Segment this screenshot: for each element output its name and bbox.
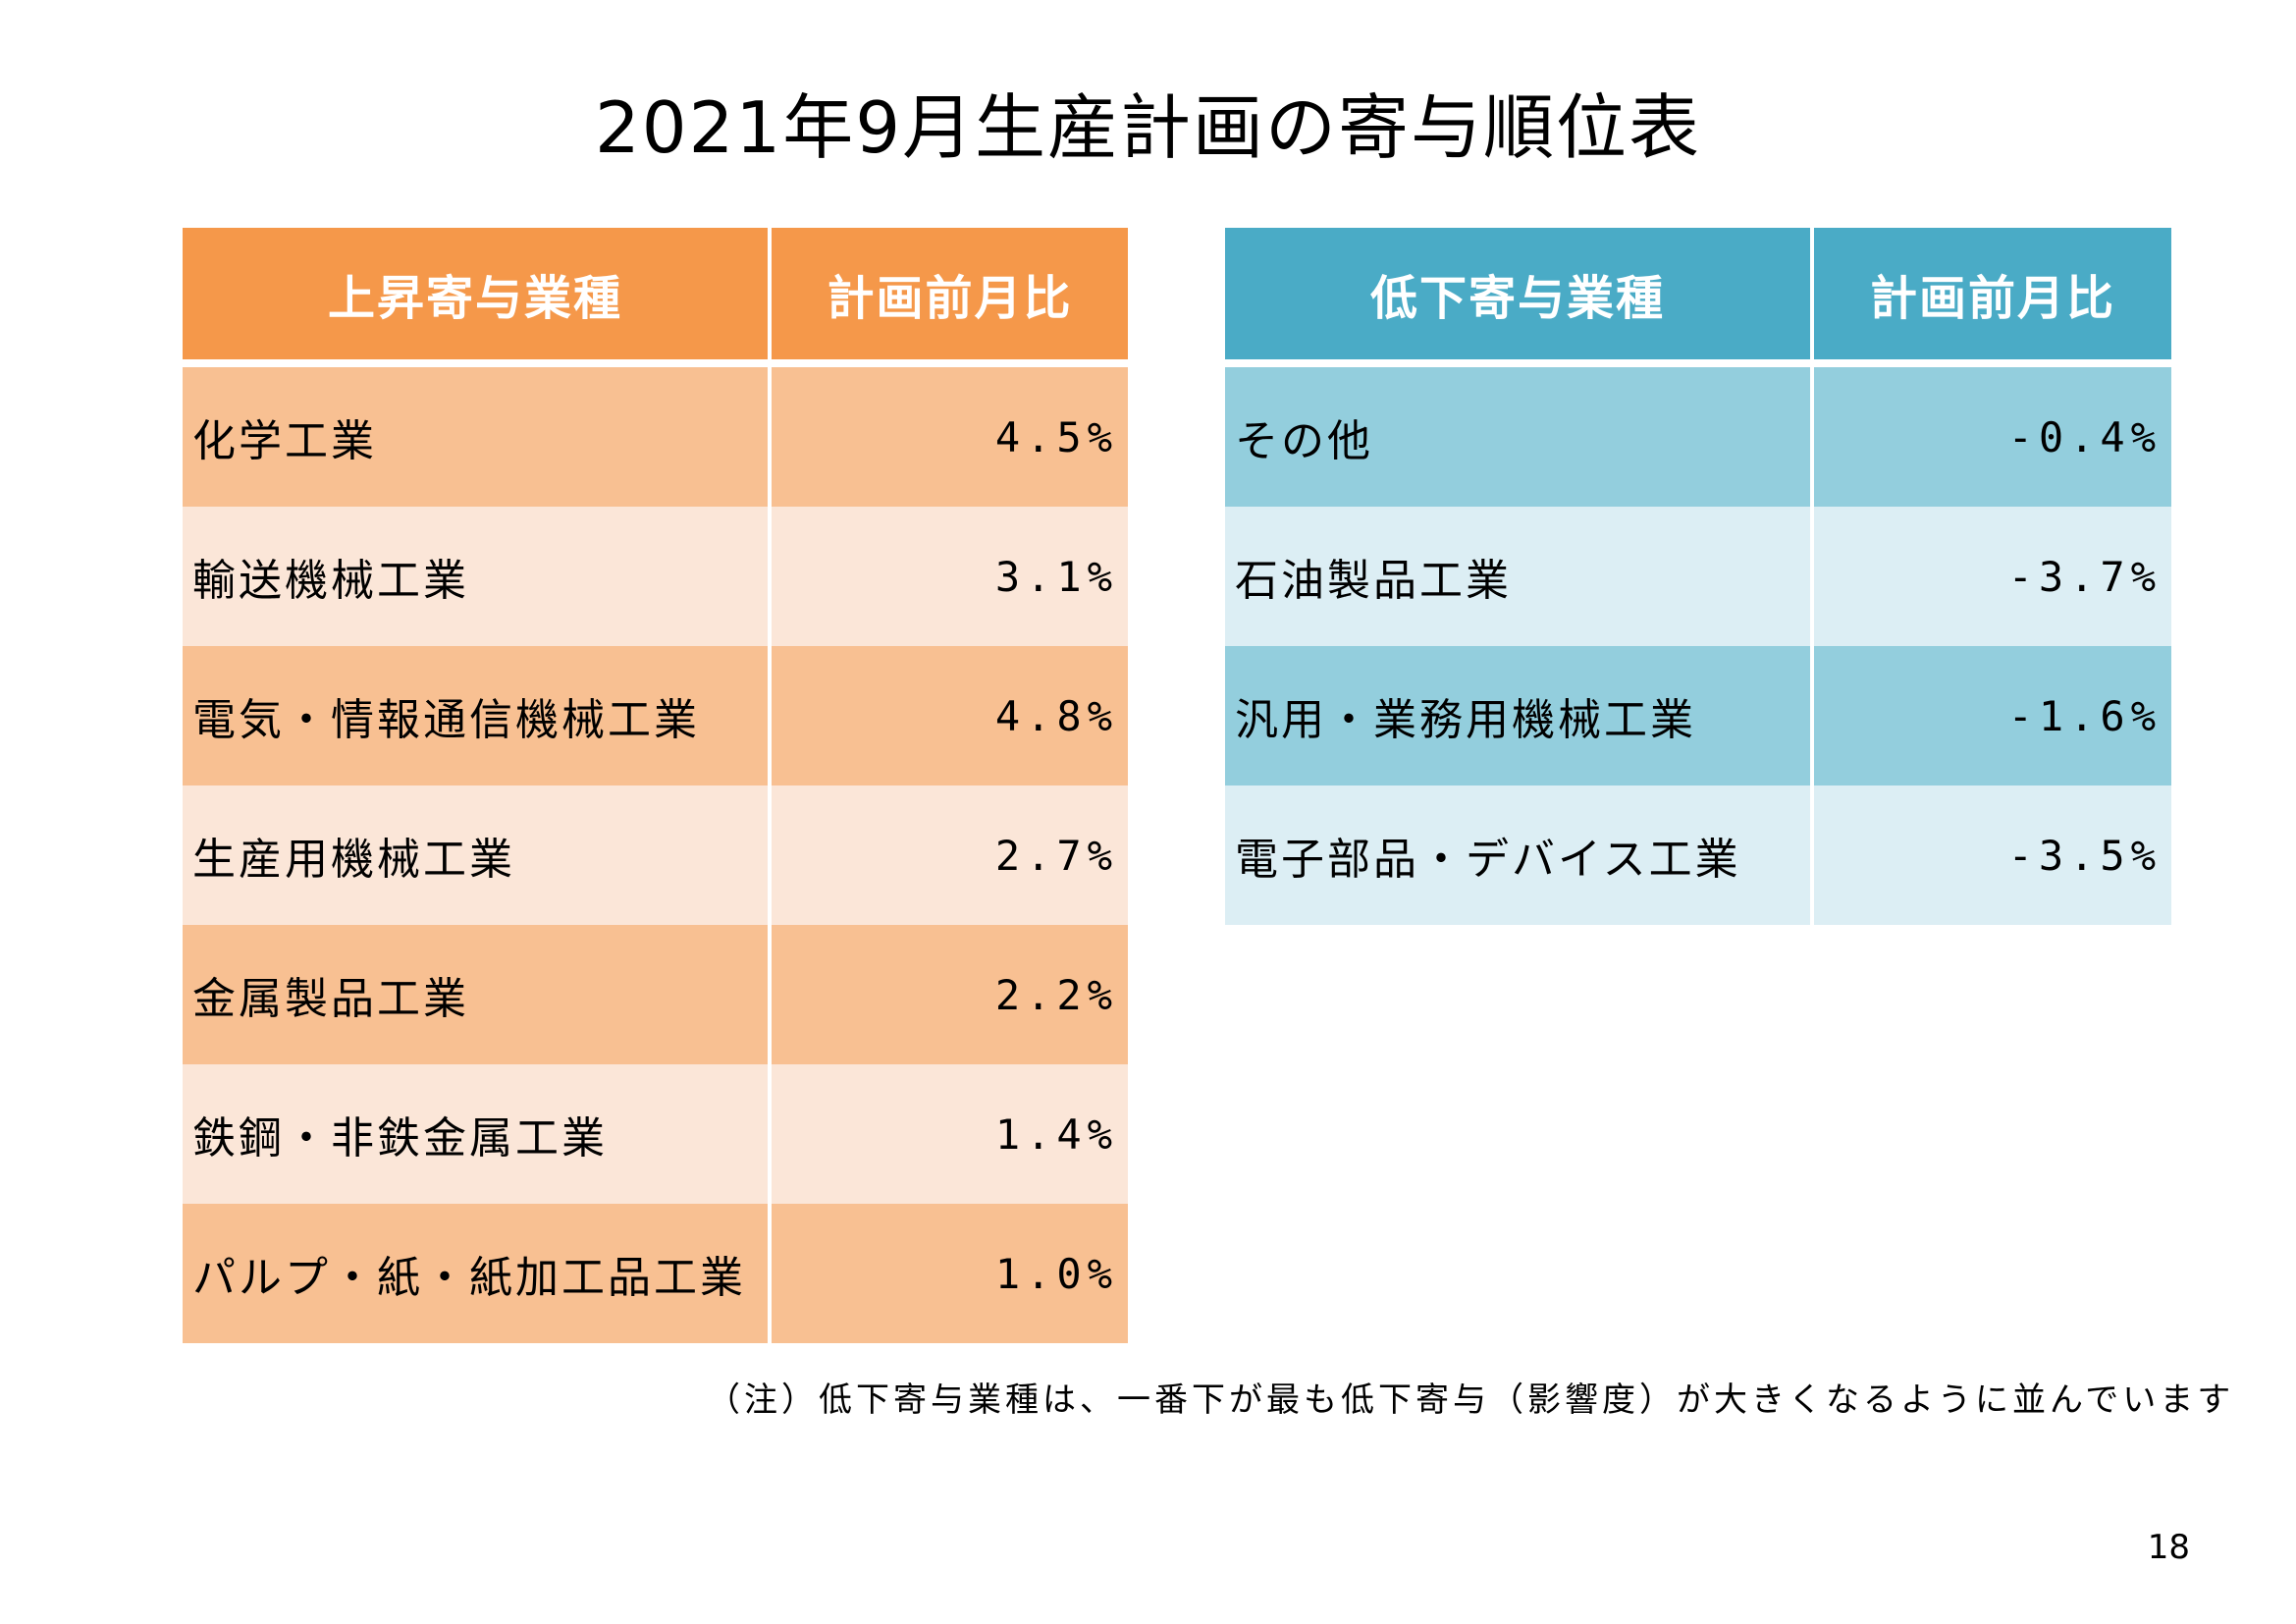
increase-table-header: 上昇寄与業種 計画前月比 — [183, 228, 1128, 367]
decrease-ratio-cell: -3.5% — [1814, 785, 2171, 925]
decrease-industry-cell: その他 — [1225, 367, 1814, 507]
decrease-row: 汎用・業務用機械工業 -1.6% — [1225, 646, 2171, 785]
decrease-industry-cell: 石油製品工業 — [1225, 507, 1814, 646]
increase-ratio-cell: 1.0% — [772, 1204, 1128, 1343]
decrease-ratio-header: 計画前月比 — [1814, 228, 2171, 359]
increase-industry-cell: 金属製品工業 — [183, 925, 772, 1064]
increase-ratio-cell: 2.2% — [772, 925, 1128, 1064]
increase-ratio-cell: 3.1% — [772, 507, 1128, 646]
increase-industry-cell: 生産用機械工業 — [183, 785, 772, 925]
increase-ratio-cell: 4.5% — [772, 367, 1128, 507]
increase-row: 生産用機械工業 2.7% — [183, 785, 1128, 925]
decrease-ratio-cell: -1.6% — [1814, 646, 2171, 785]
increase-ratio-cell: 2.7% — [772, 785, 1128, 925]
increase-ratio-header: 計画前月比 — [772, 228, 1128, 359]
decrease-ratio-cell: -3.7% — [1814, 507, 2171, 646]
decrease-industry-header: 低下寄与業種 — [1225, 228, 1814, 359]
increase-industry-cell: パルプ・紙・紙加工品工業 — [183, 1204, 772, 1343]
decrease-table-header: 低下寄与業種 計画前月比 — [1225, 228, 2171, 367]
increase-row: パルプ・紙・紙加工品工業 1.0% — [183, 1204, 1128, 1343]
decrease-row: その他 -0.4% — [1225, 367, 2171, 507]
decrease-table-body: その他 -0.4% 石油製品工業 -3.7% 汎用・業務用機械工業 -1.6% 電子部品・デ… — [1225, 367, 2171, 925]
decrease-row: 石油製品工業 -3.7% — [1225, 507, 2171, 646]
page-title: 2021年9月生産計画の寄与順位表 — [594, 86, 1702, 169]
decrease-industry-cell: 汎用・業務用機械工業 — [1225, 646, 1814, 785]
increase-row: 金属製品工業 2.2% — [183, 925, 1128, 1064]
increase-industry-cell: 鉄鋼・非鉄金属工業 — [183, 1064, 772, 1204]
page-number: 18 — [2147, 1528, 2190, 1567]
decrease-contribution-table: 低下寄与業種 計画前月比 その他 -0.4% 石油製品工業 -3.7% 汎用・業務用機械… — [1225, 228, 2171, 925]
decrease-row: 電子部品・デバイス工業 -3.5% — [1225, 785, 2171, 925]
increase-row: 鉄鋼・非鉄金属工業 1.4% — [183, 1064, 1128, 1204]
increase-industry-cell: 輸送機械工業 — [183, 507, 772, 646]
increase-row: 化学工業 4.5% — [183, 367, 1128, 507]
increase-industry-cell: 化学工業 — [183, 367, 772, 507]
increase-contribution-table: 上昇寄与業種 計画前月比 化学工業 4.5% 輸送機械工業 3.1% 電気・情報通信機械… — [183, 228, 1128, 1343]
increase-industry-cell: 電気・情報通信機械工業 — [183, 646, 772, 785]
increase-ratio-cell: 4.8% — [772, 646, 1128, 785]
increase-ratio-cell: 1.4% — [772, 1064, 1128, 1204]
increase-row: 電気・情報通信機械工業 4.8% — [183, 646, 1128, 785]
footnote: （注）低下寄与業種は、一番下が最も低下寄与（影響度）が大きくなるように並んでいま… — [707, 1380, 2235, 1420]
increase-row: 輸送機械工業 3.1% — [183, 507, 1128, 646]
decrease-industry-cell: 電子部品・デバイス工業 — [1225, 785, 1814, 925]
decrease-ratio-cell: -0.4% — [1814, 367, 2171, 507]
increase-industry-header: 上昇寄与業種 — [183, 228, 772, 359]
increase-table-body: 化学工業 4.5% 輸送機械工業 3.1% 電気・情報通信機械工業 4.8% 生産用機械工業… — [183, 367, 1128, 1343]
